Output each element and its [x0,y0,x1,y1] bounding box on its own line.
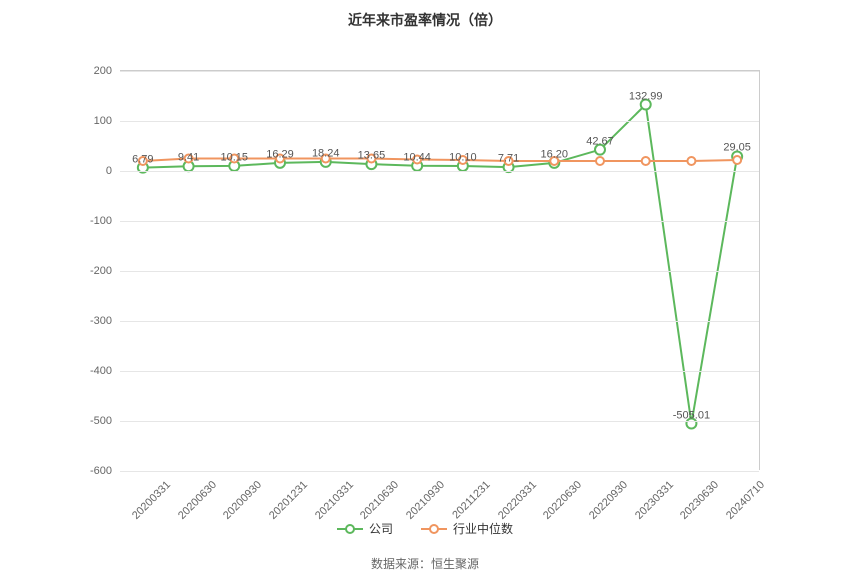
gridline [120,371,759,372]
x-tick-label: 20200331 [130,479,173,522]
x-tick-label: 20220331 [496,479,539,522]
legend-swatch-industry [421,523,447,535]
chart-title: 近年来市盈率情况（倍） [0,0,850,30]
y-tick-label: -200 [90,265,120,277]
data-label-company: 18.24 [312,147,340,159]
y-tick-label: 0 [106,165,120,177]
x-tick-label: 20220630 [541,479,584,522]
x-tick-label: 20210930 [404,479,447,522]
data-label-company: 7.71 [498,153,519,165]
x-tick-label: 20230630 [678,479,721,522]
legend-item-industry[interactable]: 行业中位数 [421,520,513,537]
data-label-company: 10.15 [221,152,249,164]
legend-item-company[interactable]: 公司 [337,520,393,537]
gridline [120,171,759,172]
data-label-company: 13.65 [358,150,386,162]
data-label-company: 9.41 [178,152,199,164]
gridline [120,71,759,72]
x-tick-label: 20201231 [267,479,310,522]
marker-industry [642,157,650,165]
x-tick-label: 20220930 [587,479,630,522]
source-prefix: 数据来源： [371,557,431,571]
y-tick-label: 100 [94,115,120,127]
legend-label: 公司 [369,520,393,537]
source-name: 恒生聚源 [431,557,479,571]
data-label-company: 16.20 [541,148,569,160]
gridline [120,471,759,472]
pe-ratio-chart: 近年来市盈率情况（倍） -600-500-400-300-200-1000100… [0,0,850,575]
y-tick-label: -500 [90,415,120,427]
x-tick-label: 20210630 [358,479,401,522]
x-tick-label: 20200630 [176,479,219,522]
data-label-company: 29.05 [723,142,751,154]
legend-label: 行业中位数 [453,520,513,537]
legend-swatch-company [337,523,363,535]
y-tick-label: 200 [94,65,120,77]
x-tick-label: 20211231 [450,479,493,522]
gridline [120,321,759,322]
data-label-company: -505.01 [673,409,710,421]
data-label-company: 42.67 [586,135,614,147]
chart-legend: 公司 行业中位数 [0,520,850,540]
x-tick-label: 20230331 [633,479,676,522]
data-label-company: 6.79 [132,153,153,165]
y-tick-label: -400 [90,365,120,377]
marker-industry [733,156,741,164]
gridline [120,121,759,122]
data-label-company: 10.10 [449,152,477,164]
x-tick-label: 20210331 [313,479,356,522]
chart-source: 数据来源：恒生聚源 [0,555,850,572]
x-tick-label: 20200930 [221,479,264,522]
marker-industry [687,157,695,165]
data-label-company: 16.29 [266,148,294,160]
plot-area: -600-500-400-300-200-1000100200202003312… [120,70,760,470]
x-tick-label: 20240710 [724,479,767,522]
y-tick-label: -100 [90,215,120,227]
gridline [120,271,759,272]
data-label-company: 132.99 [629,90,663,102]
y-tick-label: -300 [90,315,120,327]
data-label-company: 10.44 [403,151,431,163]
marker-industry [596,157,604,165]
gridline [120,421,759,422]
y-tick-label: -600 [90,465,120,477]
gridline [120,221,759,222]
